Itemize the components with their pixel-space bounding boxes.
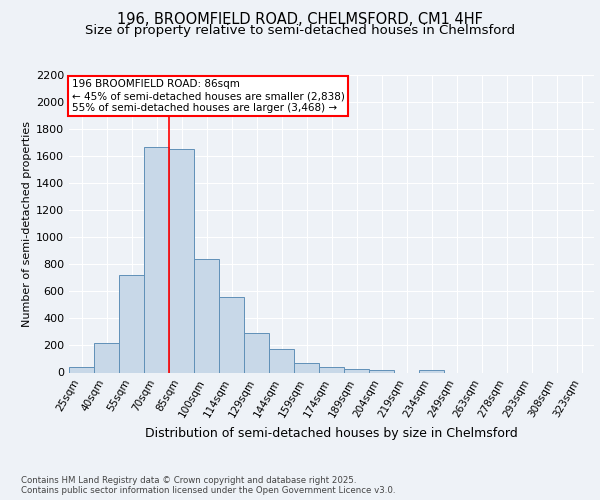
Bar [344, 369, 369, 372]
Bar [194, 259, 219, 372]
X-axis label: Distribution of semi-detached houses by size in Chelmsford: Distribution of semi-detached houses by … [145, 427, 518, 440]
Bar [294, 363, 319, 372]
Bar [219, 297, 244, 372]
Bar [419, 370, 444, 372]
Text: 196, BROOMFIELD ROAD, CHELMSFORD, CM1 4HF: 196, BROOMFIELD ROAD, CHELMSFORD, CM1 4H… [117, 12, 483, 28]
Text: Size of property relative to semi-detached houses in Chelmsford: Size of property relative to semi-detach… [85, 24, 515, 37]
Text: 196 BROOMFIELD ROAD: 86sqm
← 45% of semi-detached houses are smaller (2,838)
55%: 196 BROOMFIELD ROAD: 86sqm ← 45% of semi… [71, 80, 344, 112]
Bar [369, 370, 394, 372]
Bar [69, 367, 94, 372]
Bar [169, 150, 194, 372]
Y-axis label: Number of semi-detached properties: Number of semi-detached properties [22, 120, 32, 327]
Text: Contains HM Land Registry data © Crown copyright and database right 2025.: Contains HM Land Registry data © Crown c… [21, 476, 356, 485]
Bar [119, 275, 144, 372]
Bar [269, 349, 294, 372]
Bar [319, 367, 344, 372]
Bar [144, 146, 169, 372]
Bar [244, 334, 269, 372]
Text: Contains public sector information licensed under the Open Government Licence v3: Contains public sector information licen… [21, 486, 395, 495]
Bar [94, 343, 119, 372]
